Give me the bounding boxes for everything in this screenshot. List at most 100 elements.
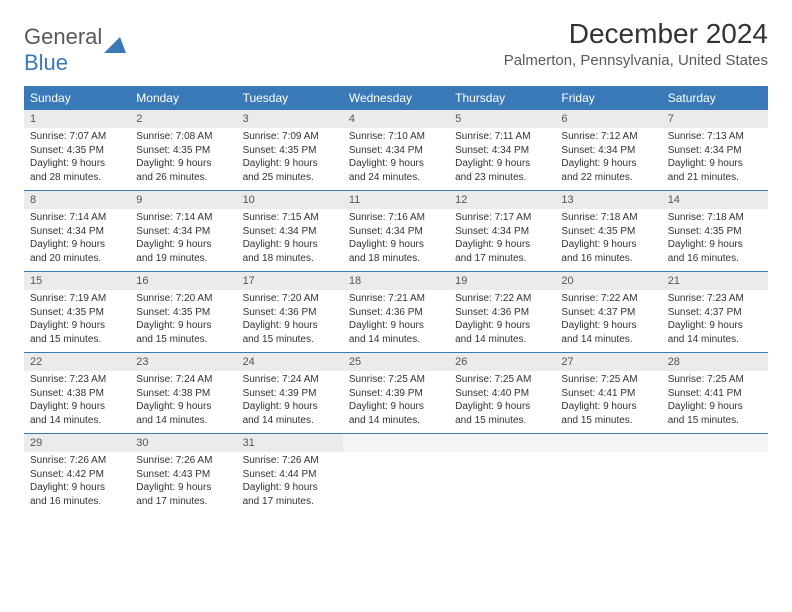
weekday-tuesday: Tuesday bbox=[237, 86, 343, 110]
day-number bbox=[343, 434, 449, 452]
daylight-text: Daylight: 9 hours and 14 minutes. bbox=[136, 400, 230, 427]
sunset-text: Sunset: 4:35 PM bbox=[136, 306, 230, 320]
daylight-text: Daylight: 9 hours and 22 minutes. bbox=[561, 157, 655, 184]
day-number: 26 bbox=[449, 353, 555, 371]
sunrise-text: Sunrise: 7:10 AM bbox=[349, 130, 443, 144]
day-body: Sunrise: 7:14 AMSunset: 4:34 PMDaylight:… bbox=[130, 211, 236, 265]
day-body: Sunrise: 7:11 AMSunset: 4:34 PMDaylight:… bbox=[449, 130, 555, 184]
daylight-text: Daylight: 9 hours and 25 minutes. bbox=[243, 157, 337, 184]
day-body: Sunrise: 7:18 AMSunset: 4:35 PMDaylight:… bbox=[662, 211, 768, 265]
week-row: 8Sunrise: 7:14 AMSunset: 4:34 PMDaylight… bbox=[24, 190, 768, 271]
sunrise-text: Sunrise: 7:26 AM bbox=[30, 454, 124, 468]
day-body: Sunrise: 7:07 AMSunset: 4:35 PMDaylight:… bbox=[24, 130, 130, 184]
day-body: Sunrise: 7:16 AMSunset: 4:34 PMDaylight:… bbox=[343, 211, 449, 265]
day-cell: 11Sunrise: 7:16 AMSunset: 4:34 PMDayligh… bbox=[343, 191, 449, 271]
daylight-text: Daylight: 9 hours and 17 minutes. bbox=[455, 238, 549, 265]
day-cell: 12Sunrise: 7:17 AMSunset: 4:34 PMDayligh… bbox=[449, 191, 555, 271]
day-body: Sunrise: 7:09 AMSunset: 4:35 PMDaylight:… bbox=[237, 130, 343, 184]
logo-word-blue: Blue bbox=[24, 50, 68, 75]
sunset-text: Sunset: 4:35 PM bbox=[30, 306, 124, 320]
daylight-text: Daylight: 9 hours and 15 minutes. bbox=[136, 319, 230, 346]
day-body: Sunrise: 7:25 AMSunset: 4:40 PMDaylight:… bbox=[449, 373, 555, 427]
sunrise-text: Sunrise: 7:24 AM bbox=[243, 373, 337, 387]
day-cell: 2Sunrise: 7:08 AMSunset: 4:35 PMDaylight… bbox=[130, 110, 236, 190]
day-cell bbox=[555, 434, 661, 514]
day-number: 29 bbox=[24, 434, 130, 452]
day-cell: 13Sunrise: 7:18 AMSunset: 4:35 PMDayligh… bbox=[555, 191, 661, 271]
day-number: 14 bbox=[662, 191, 768, 209]
sunset-text: Sunset: 4:34 PM bbox=[243, 225, 337, 239]
sunset-text: Sunset: 4:39 PM bbox=[243, 387, 337, 401]
daylight-text: Daylight: 9 hours and 20 minutes. bbox=[30, 238, 124, 265]
month-title: December 2024 bbox=[504, 18, 768, 50]
daylight-text: Daylight: 9 hours and 21 minutes. bbox=[668, 157, 762, 184]
day-cell: 19Sunrise: 7:22 AMSunset: 4:36 PMDayligh… bbox=[449, 272, 555, 352]
daylight-text: Daylight: 9 hours and 28 minutes. bbox=[30, 157, 124, 184]
sunrise-text: Sunrise: 7:25 AM bbox=[668, 373, 762, 387]
day-number: 27 bbox=[555, 353, 661, 371]
sunset-text: Sunset: 4:34 PM bbox=[455, 225, 549, 239]
day-body: Sunrise: 7:15 AMSunset: 4:34 PMDaylight:… bbox=[237, 211, 343, 265]
location-subtitle: Palmerton, Pennsylvania, United States bbox=[504, 52, 768, 69]
sunrise-text: Sunrise: 7:23 AM bbox=[668, 292, 762, 306]
day-number: 31 bbox=[237, 434, 343, 452]
sunrise-text: Sunrise: 7:21 AM bbox=[349, 292, 443, 306]
sunrise-text: Sunrise: 7:07 AM bbox=[30, 130, 124, 144]
sunrise-text: Sunrise: 7:15 AM bbox=[243, 211, 337, 225]
day-body: Sunrise: 7:25 AMSunset: 4:39 PMDaylight:… bbox=[343, 373, 449, 427]
day-body: Sunrise: 7:12 AMSunset: 4:34 PMDaylight:… bbox=[555, 130, 661, 184]
day-number: 7 bbox=[662, 110, 768, 128]
sunset-text: Sunset: 4:34 PM bbox=[349, 225, 443, 239]
daylight-text: Daylight: 9 hours and 15 minutes. bbox=[455, 400, 549, 427]
day-number: 3 bbox=[237, 110, 343, 128]
daylight-text: Daylight: 9 hours and 23 minutes. bbox=[455, 157, 549, 184]
day-number: 19 bbox=[449, 272, 555, 290]
day-body: Sunrise: 7:26 AMSunset: 4:42 PMDaylight:… bbox=[24, 454, 130, 508]
day-number: 5 bbox=[449, 110, 555, 128]
day-number: 15 bbox=[24, 272, 130, 290]
day-body: Sunrise: 7:24 AMSunset: 4:38 PMDaylight:… bbox=[130, 373, 236, 427]
daylight-text: Daylight: 9 hours and 26 minutes. bbox=[136, 157, 230, 184]
week-row: 1 Sunrise: 7:07 AMSunset: 4:35 PMDaylight… bbox=[24, 110, 768, 190]
sunset-text: Sunset: 4:34 PM bbox=[455, 144, 549, 158]
week-row: 22Sunrise: 7:23 AMSunset: 4:38 PMDayligh… bbox=[24, 352, 768, 433]
sunrise-text: Sunrise: 7:09 AM bbox=[243, 130, 337, 144]
day-cell: 10Sunrise: 7:15 AMSunset: 4:34 PMDayligh… bbox=[237, 191, 343, 271]
sunset-text: Sunset: 4:36 PM bbox=[243, 306, 337, 320]
day-body: Sunrise: 7:08 AMSunset: 4:35 PMDaylight:… bbox=[130, 130, 236, 184]
daylight-text: Daylight: 9 hours and 15 minutes. bbox=[243, 319, 337, 346]
day-body: Sunrise: 7:14 AMSunset: 4:34 PMDaylight:… bbox=[24, 211, 130, 265]
daylight-text: Daylight: 9 hours and 15 minutes. bbox=[561, 400, 655, 427]
weekday-sunday: Sunday bbox=[24, 86, 130, 110]
sunset-text: Sunset: 4:34 PM bbox=[349, 144, 443, 158]
weekday-friday: Friday bbox=[555, 86, 661, 110]
daylight-text: Daylight: 9 hours and 14 minutes. bbox=[668, 319, 762, 346]
sunrise-text: Sunrise: 7:11 AM bbox=[455, 130, 549, 144]
calendar-body: 1Sunrise: 7:07 AMSunset: 4:35 PMDaylight… bbox=[24, 110, 768, 514]
weekday-monday: Monday bbox=[130, 86, 236, 110]
day-number: 28 bbox=[662, 353, 768, 371]
day-number: 1 bbox=[24, 110, 130, 128]
sunset-text: Sunset: 4:39 PM bbox=[349, 387, 443, 401]
sunset-text: Sunset: 4:35 PM bbox=[668, 225, 762, 239]
day-body: Sunrise: 7:13 AMSunset: 4:34 PMDaylight:… bbox=[662, 130, 768, 184]
day-body: Sunrise: 7:22 AMSunset: 4:37 PMDaylight:… bbox=[555, 292, 661, 346]
daylight-text: Daylight: 9 hours and 19 minutes. bbox=[136, 238, 230, 265]
day-cell: 8 Sunrise: 7:14 AMSunset: 4:34 PMDaylight… bbox=[24, 191, 130, 271]
day-body: Sunrise: 7:23 AMSunset: 4:37 PMDaylight:… bbox=[662, 292, 768, 346]
day-number: 23 bbox=[130, 353, 236, 371]
day-body: Sunrise: 7:26 AMSunset: 4:44 PMDaylight:… bbox=[237, 454, 343, 508]
sunset-text: Sunset: 4:36 PM bbox=[349, 306, 443, 320]
day-number: 17 bbox=[237, 272, 343, 290]
sunrise-text: Sunrise: 7:08 AM bbox=[136, 130, 230, 144]
sunrise-text: Sunrise: 7:23 AM bbox=[30, 373, 124, 387]
day-number bbox=[555, 434, 661, 452]
day-cell: 7 Sunrise: 7:13 AMSunset: 4:34 PMDaylight… bbox=[662, 110, 768, 190]
week-row: 29 Sunrise: 7:26 AMSunset: 4:42 PMDayligh… bbox=[24, 433, 768, 514]
day-cell bbox=[662, 434, 768, 514]
daylight-text: Daylight: 9 hours and 14 minutes. bbox=[243, 400, 337, 427]
sunset-text: Sunset: 4:36 PM bbox=[455, 306, 549, 320]
day-number: 8 bbox=[24, 191, 130, 209]
day-cell: 30Sunrise: 7:26 AMSunset: 4:43 PMDayligh… bbox=[130, 434, 236, 514]
sunset-text: Sunset: 4:34 PM bbox=[136, 225, 230, 239]
